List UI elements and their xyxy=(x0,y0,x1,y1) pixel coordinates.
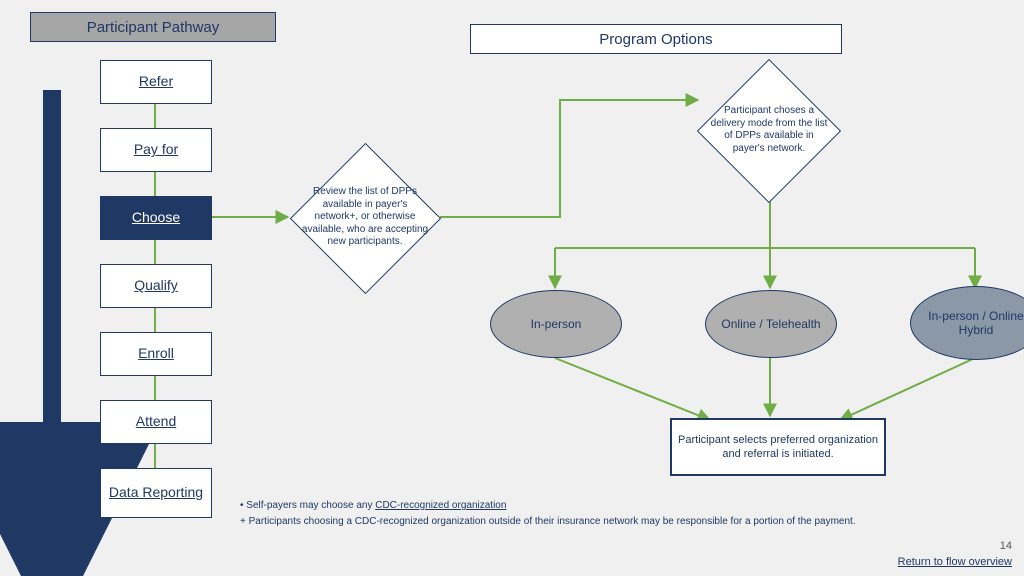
pathway-header: Participant Pathway xyxy=(30,12,276,42)
cdc-link[interactable]: CDC-recognized organization xyxy=(375,500,506,511)
step-refer[interactable]: Refer xyxy=(100,60,212,104)
step-data-reporting[interactable]: Data Reporting xyxy=(100,468,212,518)
mode-hybrid: In-person / Online Hybrid xyxy=(910,286,1024,360)
mode-label: In-person / Online Hybrid xyxy=(911,309,1024,338)
page-number: 14 xyxy=(1000,540,1012,552)
result-box: Participant selects preferred organizati… xyxy=(670,418,886,476)
pathway-header-label: Participant Pathway xyxy=(87,19,220,36)
options-header-label: Program Options xyxy=(599,31,712,48)
step-label: Choose xyxy=(132,210,180,225)
mode-inperson: In-person xyxy=(490,290,622,358)
footnote-plus: + Participants choosing a CDC-recognized… xyxy=(240,516,960,527)
step-choose[interactable]: Choose xyxy=(100,196,212,240)
step-payfor[interactable]: Pay for xyxy=(100,128,212,172)
footnote-star: • Self-payers may choose any CDC-recogni… xyxy=(240,500,506,511)
diamond-choose-text: Participant choses a delivery mode from … xyxy=(710,80,828,180)
step-attend[interactable]: Attend xyxy=(100,400,212,444)
options-header: Program Options xyxy=(470,24,842,54)
step-enroll[interactable]: Enroll xyxy=(100,332,212,376)
return-link[interactable]: Return to flow overview xyxy=(898,556,1012,568)
mode-label: Online / Telehealth xyxy=(721,317,820,331)
mode-online: Online / Telehealth xyxy=(705,290,837,358)
step-label: Refer xyxy=(139,74,173,89)
step-label: Enroll xyxy=(138,346,174,361)
step-label: Data Reporting xyxy=(109,485,203,500)
step-label: Pay for xyxy=(134,142,178,157)
mode-label: In-person xyxy=(531,317,582,331)
step-qualify[interactable]: Qualify xyxy=(100,264,212,308)
result-text: Participant selects preferred organizati… xyxy=(678,433,878,462)
step-label: Attend xyxy=(136,414,176,429)
diamond-review-text: Review the list of DPPs available in pay… xyxy=(300,165,430,270)
step-label: Qualify xyxy=(134,278,178,293)
